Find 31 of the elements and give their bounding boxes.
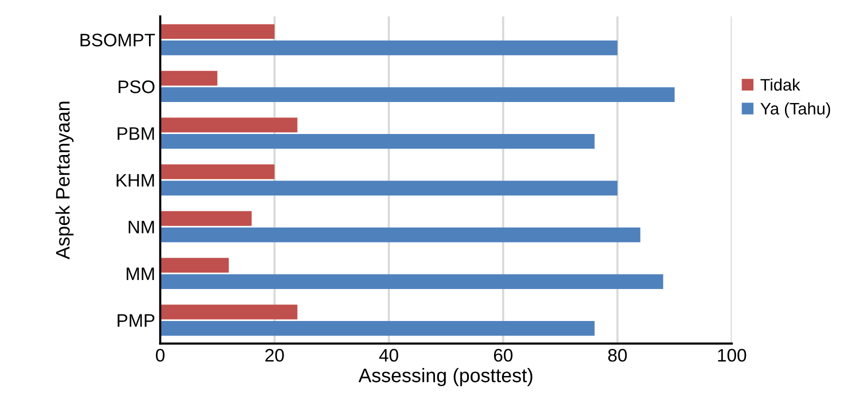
x-tick-label: 60: [494, 348, 512, 362]
bar: [160, 258, 229, 273]
y-tick-label: KHM: [116, 174, 154, 186]
legend-label: Ya (Tahu): [760, 102, 830, 118]
bar: [160, 87, 675, 102]
bar: [160, 321, 595, 336]
bar: [160, 118, 298, 132]
y-axis-title: Aspek Pertanyaan: [55, 102, 74, 260]
y-tick-label: MM: [126, 268, 154, 280]
x-axis-title: Assessing (posttest): [358, 368, 532, 386]
bar: [160, 304, 298, 320]
y-tick-label: PSO: [118, 80, 154, 94]
bar: [160, 211, 252, 226]
bar: [160, 134, 595, 149]
x-tick-label: 0: [156, 348, 165, 362]
bar: [160, 24, 275, 39]
x-tick-label: 80: [608, 348, 627, 362]
x-tick-label: 40: [379, 348, 398, 362]
y-tick-label: PMP: [118, 314, 154, 327]
bar: [160, 180, 618, 196]
bar: [160, 164, 275, 180]
y-tick-label: NM: [128, 220, 154, 234]
bar: [160, 40, 618, 56]
bar: [160, 274, 664, 289]
bar: [160, 70, 218, 86]
y-tick-label: BSOMPT: [80, 34, 155, 46]
x-tick-label: 20: [265, 348, 284, 362]
legend-label: Tidak: [760, 78, 800, 91]
bar: [160, 228, 640, 242]
y-tick-label: PBM: [118, 127, 154, 140]
x-tick-label: 100: [718, 348, 746, 362]
